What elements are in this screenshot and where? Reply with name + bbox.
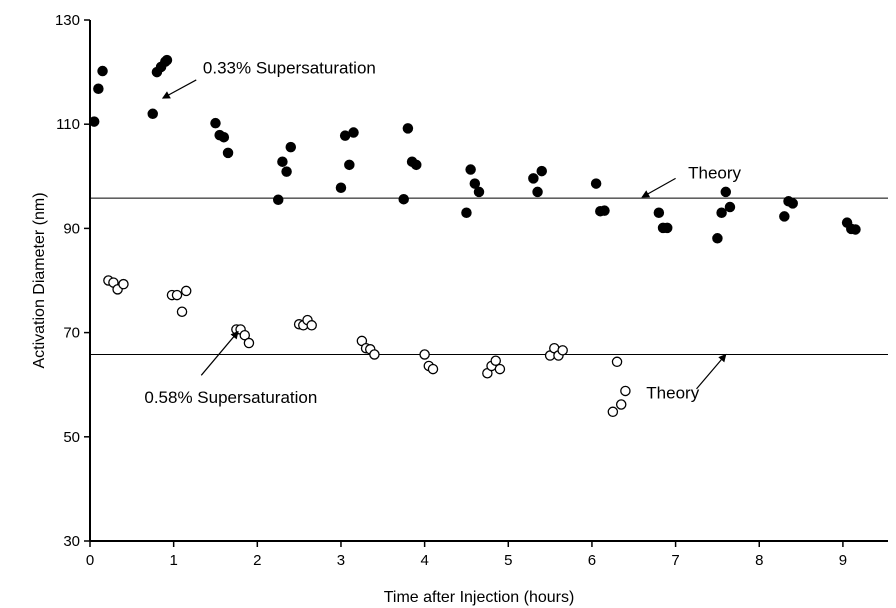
open-point — [557, 345, 568, 356]
x-tick-label: 6 — [588, 552, 596, 569]
filled-point — [344, 159, 355, 171]
x-tick-label: 1 — [169, 552, 177, 569]
y-tick-label: 70 — [63, 325, 80, 342]
annotation-theory1: Theory — [688, 164, 741, 183]
annotation-arrow-theory2 — [696, 353, 727, 390]
filled-point — [720, 186, 732, 198]
filled-point — [147, 108, 158, 120]
open-point — [176, 306, 188, 318]
filled-point — [218, 131, 230, 143]
open-point — [118, 278, 129, 290]
open-point — [620, 385, 631, 397]
x-tick-label: 4 — [420, 552, 428, 569]
filled-point — [222, 147, 234, 159]
filled-point — [402, 123, 414, 134]
y-tick-label: 110 — [56, 116, 80, 133]
x-tick-label: 3 — [337, 552, 345, 569]
open-point — [607, 406, 619, 418]
open-point — [490, 355, 501, 366]
x-tick-label: 5 — [504, 552, 512, 569]
filled-point — [661, 222, 673, 234]
filled-point — [277, 156, 288, 167]
y-tick-label: 50 — [63, 429, 80, 446]
y-axis-title: Activation Diameter (nm) — [31, 192, 48, 368]
filled-point — [532, 186, 543, 198]
annotations: 0.33% Supersaturation 0.58% Supersaturati… — [144, 58, 741, 407]
annotation-arrow-sup058 — [200, 330, 239, 376]
annotation-arrow-theory1 — [641, 177, 676, 198]
filled-point — [281, 166, 292, 177]
data-points — [88, 54, 861, 418]
filled-point — [473, 186, 485, 198]
open-point — [239, 329, 251, 341]
y-tick-label: 30 — [63, 533, 80, 550]
filled-point — [272, 194, 284, 205]
open-point — [171, 289, 183, 301]
filled-point — [97, 65, 108, 77]
x-tick-label: 7 — [671, 552, 679, 569]
open-point — [306, 320, 317, 331]
open-point — [494, 363, 506, 375]
filled-point — [461, 207, 472, 219]
annotation-arrow-sup033 — [161, 79, 197, 99]
open-point — [611, 356, 623, 368]
filled-point — [469, 178, 481, 189]
x-tick-label: 9 — [839, 552, 847, 569]
x-tick-label: 0 — [86, 552, 94, 569]
filled-point — [398, 193, 409, 205]
open-point — [180, 285, 192, 297]
filled-point — [779, 211, 790, 222]
filled-point — [850, 224, 861, 235]
x-tick-label: 2 — [253, 552, 261, 569]
filled-point — [411, 159, 422, 171]
filled-point — [335, 182, 347, 194]
filled-point — [536, 165, 547, 177]
filled-point — [712, 233, 723, 244]
filled-point — [348, 127, 359, 138]
annotation-sup058: 0.58% Supersaturation — [144, 388, 317, 407]
x-tick-label: 8 — [755, 552, 763, 569]
y-tick-label: 90 — [63, 220, 80, 237]
filled-point — [724, 201, 736, 213]
theory-lines — [90, 197, 888, 355]
filled-point — [285, 141, 297, 153]
open-point — [243, 337, 255, 349]
x-axis-title: Time after Injection (hours) — [384, 589, 575, 606]
open-point — [419, 349, 430, 360]
filled-point — [528, 173, 539, 184]
axes: 0 1 2 3 4 5 6 7 8 9 30 50 70 90 110 130 Time after Injec… — [31, 12, 888, 606]
filled-point — [465, 164, 476, 175]
filled-point — [599, 205, 610, 216]
filled-point — [161, 54, 173, 66]
filled-point — [210, 117, 221, 129]
open-point — [615, 399, 627, 410]
annotation-sup033: 0.33% Supersaturation — [203, 58, 376, 77]
filled-point — [653, 207, 665, 219]
y-tick-label: 130 — [55, 12, 80, 29]
filled-point — [590, 178, 602, 189]
open-point — [369, 349, 380, 360]
filled-point — [93, 83, 104, 95]
filled-point — [716, 207, 727, 219]
filled-point — [88, 116, 100, 127]
annotation-theory2: Theory — [646, 384, 699, 403]
open-point — [427, 363, 439, 375]
filled-point — [787, 198, 798, 209]
